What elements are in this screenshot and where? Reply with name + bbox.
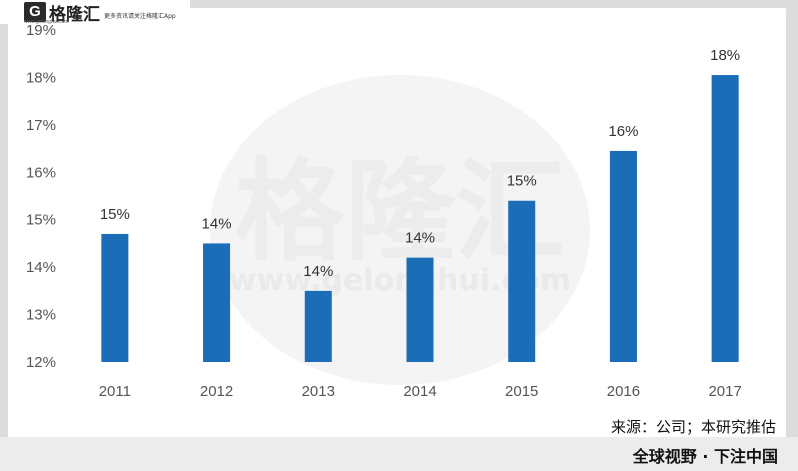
y-tick-label: 12%	[26, 354, 56, 371]
bar-2015	[508, 200, 536, 362]
x-tick-label-2012: 2012	[200, 383, 233, 400]
data-label-2011: 15%	[100, 206, 130, 223]
data-label-2015: 15%	[507, 173, 537, 190]
x-tick-label-2013: 2013	[302, 383, 335, 400]
data-label-2016: 16%	[608, 123, 638, 140]
logo-name: 格隆汇	[49, 4, 100, 25]
y-tick-label: 14%	[26, 259, 56, 276]
x-tick-label-2011: 2011	[99, 383, 131, 400]
x-tick-label-2014: 2014	[403, 383, 436, 400]
bar-2014	[406, 257, 434, 362]
logo-mark: G	[24, 2, 46, 22]
data-label-2012: 14%	[202, 215, 232, 232]
y-tick-label: 13%	[26, 307, 56, 324]
bar-2017	[711, 75, 739, 363]
y-tick-label: 16%	[26, 164, 56, 181]
y-tick-label: 15%	[26, 212, 56, 229]
x-tick-label-2017: 2017	[708, 383, 741, 400]
footer-band	[0, 437, 798, 471]
logo-site: www.gelonghui.com	[24, 19, 69, 25]
footer-slogan: 全球视野 · 下注中国	[632, 447, 778, 466]
data-label-2014: 14%	[405, 230, 435, 247]
y-tick-label: 17%	[26, 117, 56, 134]
bar-2012	[203, 243, 231, 362]
logo: G 格隆汇 更多资讯请关注格隆汇App	[0, 0, 190, 25]
bar-2016	[609, 150, 637, 362]
logo-tagline: 更多资讯请关注格隆汇App	[104, 12, 176, 20]
data-label-2017: 18%	[710, 47, 740, 64]
data-label-2013: 14%	[303, 263, 333, 280]
y-tick-label: 19%	[26, 22, 56, 39]
y-tick-label: 18%	[26, 69, 56, 86]
source-note: 来源：公司；本研究推估	[610, 418, 776, 436]
x-tick-label-2015: 2015	[505, 383, 538, 400]
x-tick-label-2016: 2016	[607, 383, 640, 400]
bar-2011	[101, 233, 129, 362]
bar-2013	[304, 290, 332, 362]
